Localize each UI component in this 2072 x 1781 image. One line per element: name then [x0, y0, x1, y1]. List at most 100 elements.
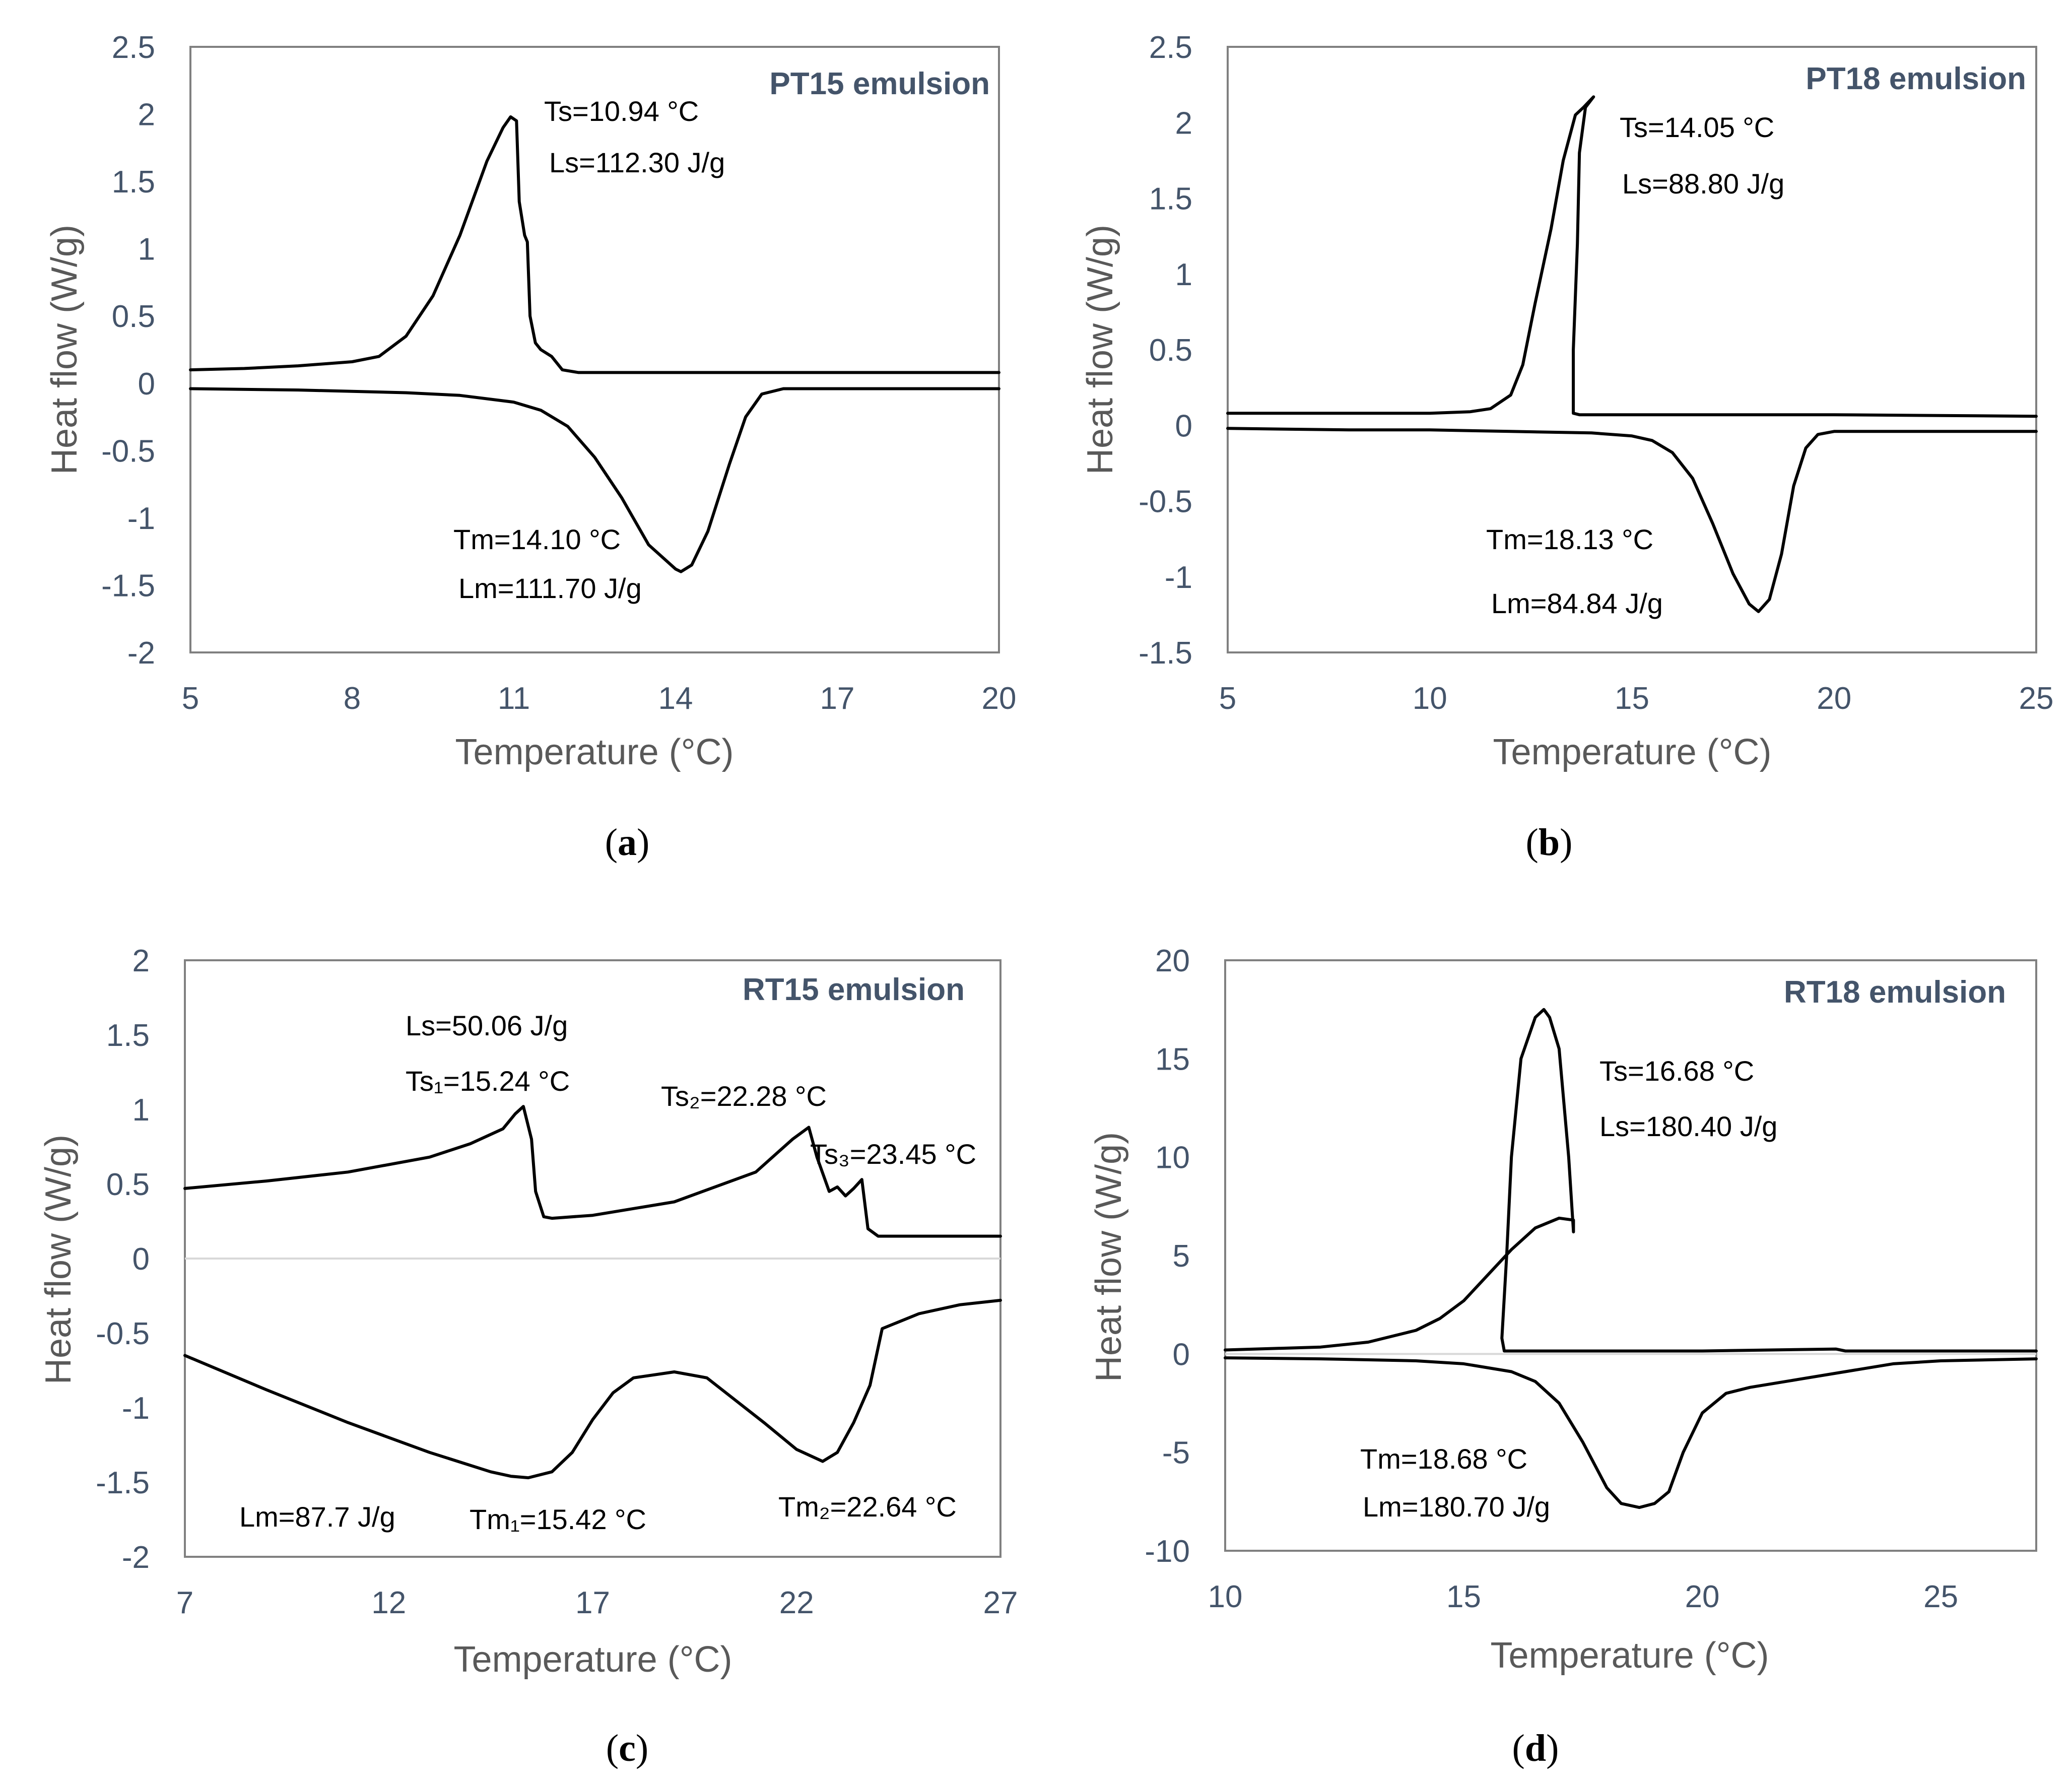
y-tick-label: 10 [1155, 1141, 1190, 1175]
y-axis-title-c: Heat flow (W/g) [38, 1135, 79, 1384]
annotation-ts3-c: Ts₃=23.45 °C [810, 1138, 976, 1170]
panel-label-text-a: a [618, 821, 637, 864]
chart-title-c: RT15 emulsion [743, 972, 965, 1007]
y-tick-label: 1 [132, 1093, 150, 1128]
annotation-tm-a: Tm=14.10 °C [453, 523, 621, 555]
x-tick-label: 10 [1413, 681, 1447, 716]
x-tick-label: 15 [1446, 1579, 1481, 1614]
y-tick-label: 1 [1175, 257, 1192, 292]
panel-label-text-b: b [1539, 821, 1560, 864]
x-tick-label: 7 [176, 1586, 193, 1620]
annotation-tm-d: Tm=18.68 °C [1360, 1443, 1527, 1475]
y-tick-label: -1 [122, 1391, 150, 1426]
x-tick-label: 12 [371, 1586, 406, 1620]
y-tick-label: 15 [1155, 1042, 1190, 1077]
melting-curve-d [1224, 1356, 2038, 1509]
y-tick-label: 20 [1155, 944, 1190, 978]
x-tick-label: 5 [182, 681, 199, 716]
x-tick-label: 25 [2019, 681, 2054, 716]
y-tick-label: -1.5 [1139, 636, 1192, 671]
chart-title-b: PT18 emulsion [1806, 61, 2026, 96]
panel-label-text-d: d [1525, 1727, 1546, 1769]
annotation-ts-a: Ts=10.94 °C [544, 95, 699, 127]
y-tick-label: -0.5 [1139, 485, 1192, 519]
annotation-tm1-c: Tm₁=15.42 °C [470, 1503, 646, 1535]
y-tick-label: -0.5 [101, 434, 155, 469]
svg-text:(b): (b) [1526, 821, 1573, 864]
y-tick-label: 1.5 [1149, 182, 1192, 217]
y-axis-title-b: Heat flow (W/g) [1080, 225, 1120, 475]
svg-text:(c): (c) [606, 1727, 648, 1769]
x-tick-label: 25 [1923, 1579, 1958, 1614]
x-tick-label: 27 [983, 1586, 1018, 1620]
y-tick-label: 2 [1175, 106, 1192, 141]
y-tick-labels-c: 2 1.5 1 0.5 0 -0.5 -1 -1.5 -2 [96, 944, 150, 1575]
y-tick-label: 2.5 [1149, 30, 1192, 65]
panel-label-c: (c) [606, 1727, 648, 1769]
y-tick-label: 0 [132, 1242, 150, 1277]
y-tick-label: 0 [1175, 409, 1192, 443]
chart-title-d: RT18 emulsion [1784, 975, 2006, 1010]
y-tick-label: 5 [1173, 1239, 1190, 1274]
annotation-ts1-c: Ts₁=15.24 °C [406, 1065, 570, 1097]
x-tick-label: 22 [779, 1586, 814, 1620]
melting-curve-b [1226, 427, 2038, 613]
melting-curve-a [189, 387, 1000, 573]
panel-d: 20 15 10 5 0 -5 -10 10 15 20 25 RT18 emulsion Tem… [1089, 944, 2038, 1769]
y-tick-label: 2 [132, 944, 150, 978]
x-tick-labels-d: 10 15 20 25 [1208, 1579, 1959, 1614]
annotation-tm2-c: Tm₂=22.64 °C [778, 1491, 957, 1523]
y-tick-labels-b: 2.5 2 1.5 1 0.5 0 -0.5 -1 -1.5 [1139, 30, 1192, 671]
annotation-ts2-c: Ts₂=22.28 °C [661, 1080, 827, 1112]
y-tick-label: 0.5 [1149, 333, 1192, 368]
solidification-curve-c [183, 1105, 1002, 1238]
panel-label-d: (d) [1512, 1727, 1559, 1769]
y-tick-label: -1 [127, 501, 155, 536]
x-tick-labels-a: 5 8 11 14 17 20 [182, 681, 1017, 716]
svg-text:(d): (d) [1512, 1727, 1559, 1769]
y-tick-label: 2 [138, 98, 155, 133]
x-tick-label: 17 [820, 681, 855, 716]
plot-area-a [189, 46, 1000, 653]
chart-title-a: PT15 emulsion [769, 67, 990, 101]
y-tick-label: 1 [138, 232, 155, 267]
y-tick-label: 1.5 [112, 165, 155, 200]
panel-c: 2 1.5 1 0.5 0 -0.5 -1 -1.5 -2 7 12 17 22 27 RT15 emu… [38, 944, 1018, 1769]
annotation-tm-b: Tm=18.13 °C [1486, 523, 1653, 555]
svg-text:(a): (a) [605, 821, 650, 864]
y-tick-label: -0.5 [96, 1316, 150, 1351]
x-tick-labels-c: 7 12 17 22 27 [176, 1586, 1018, 1620]
annotation-ls-b: Ls=88.80 J/g [1622, 168, 1784, 200]
x-tick-label: 20 [982, 681, 1017, 716]
annotation-ts-b: Ts=14.05 °C [1620, 111, 1774, 143]
annotation-lm-d: Lm=180.70 J/g [1363, 1491, 1550, 1523]
y-tick-label: 0 [138, 367, 155, 402]
x-tick-label: 10 [1208, 1579, 1243, 1614]
x-axis-title-c: Temperature (°C) [454, 1639, 732, 1680]
y-tick-label: 0.5 [112, 299, 155, 334]
solidification-curve-b [1226, 95, 2038, 418]
y-tick-label: 1.5 [106, 1018, 150, 1053]
x-tick-labels-b: 5 10 15 20 25 [1219, 681, 2054, 716]
y-axis-title-a: Heat flow (W/g) [44, 225, 85, 475]
x-tick-label: 20 [1685, 1579, 1720, 1614]
y-tick-label: 0 [1173, 1337, 1190, 1372]
y-axis-title-d: Heat flow (W/g) [1089, 1132, 1129, 1382]
y-tick-label: 0.5 [106, 1167, 150, 1202]
solidification-curve-a [189, 115, 1000, 374]
x-tick-label: 8 [344, 681, 361, 716]
panel-b: 2.5 2 1.5 1 0.5 0 -0.5 -1 -1.5 5 10 15 20 25 PT18 em… [1080, 30, 2053, 864]
y-tick-label: -1 [1165, 560, 1192, 595]
plot-area-d [1224, 959, 2037, 1552]
panel-label-a: (a) [605, 821, 650, 864]
panel-label-b: (b) [1526, 821, 1573, 864]
melting-curve-c [183, 1298, 1002, 1480]
y-tick-label: -10 [1145, 1534, 1190, 1569]
x-tick-label: 20 [1817, 681, 1851, 716]
x-axis-title-a: Temperature (°C) [455, 732, 734, 772]
annotation-ts-d: Ts=16.68 °C [1599, 1055, 1754, 1087]
annotation-ls-a: Ls=112.30 J/g [549, 147, 725, 178]
y-tick-label: 2.5 [112, 30, 155, 65]
y-tick-label: -5 [1162, 1436, 1190, 1471]
